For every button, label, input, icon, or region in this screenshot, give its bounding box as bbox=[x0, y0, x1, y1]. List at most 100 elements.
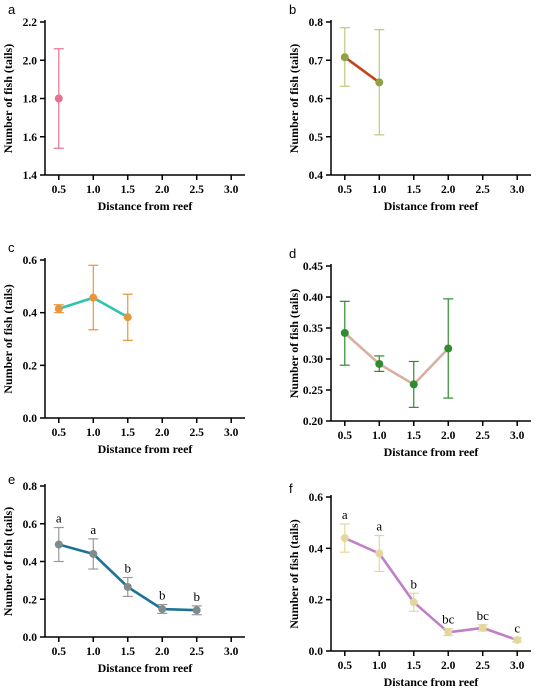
x-tick-label: 3.0 bbox=[224, 427, 239, 439]
data-point bbox=[123, 582, 132, 591]
x-tick-label: 0.5 bbox=[338, 184, 353, 196]
y-tick-label: 1.8 bbox=[23, 94, 38, 106]
x-tick-label: 1.5 bbox=[407, 660, 422, 672]
y-tick-label: 0.2 bbox=[309, 595, 324, 607]
y-tick-label: 0.40 bbox=[303, 292, 323, 304]
x-tick-label: 0.5 bbox=[338, 430, 353, 442]
data-point bbox=[54, 540, 63, 549]
x-tick-label: 2.0 bbox=[155, 427, 170, 439]
data-point bbox=[513, 635, 522, 644]
y-tick-label: 0.25 bbox=[303, 385, 323, 397]
y-tick-label: 0.6 bbox=[23, 255, 38, 267]
x-tick-label: 3.0 bbox=[510, 184, 525, 196]
x-tick-label: 0.5 bbox=[52, 646, 67, 658]
y-tick-label: 0.5 bbox=[309, 132, 324, 144]
x-tick-label: 2.5 bbox=[190, 184, 205, 196]
series-line bbox=[344, 536, 518, 642]
data-point bbox=[340, 534, 349, 543]
panel-a: a 1.4 1.6 1.8 2.0 2.2 0.5 1.0 1.5 2.0 2.5 3.0 Distan… bbox=[1, 2, 245, 213]
y-tick-label: 0.8 bbox=[309, 17, 324, 29]
data-point bbox=[158, 605, 167, 614]
x-tick-label: 2.0 bbox=[155, 184, 170, 196]
x-tick-label: 2.0 bbox=[441, 660, 456, 672]
x-axis-title: Distance from reef bbox=[98, 442, 194, 456]
panel-letter: f bbox=[289, 481, 293, 496]
x-tick-label: 1.0 bbox=[372, 660, 387, 672]
panel-letter: d bbox=[289, 246, 296, 261]
panel-b: b 0.4 0.5 0.6 0.7 0.8 0.5 1.0 1.5 2.0 2.5 3.0 Distan… bbox=[287, 2, 531, 213]
data-point bbox=[444, 628, 453, 637]
data-point bbox=[89, 293, 98, 302]
data-point bbox=[340, 328, 349, 337]
series-line bbox=[343, 332, 450, 386]
x-tick-label: 0.5 bbox=[338, 660, 353, 672]
x-axis-title: Distance from reef bbox=[384, 675, 480, 689]
data-point bbox=[375, 78, 384, 87]
x-axis-title: Distance from reef bbox=[98, 199, 194, 213]
y-tick-label: 2.0 bbox=[23, 55, 38, 67]
y-tick-label: 0.7 bbox=[309, 55, 324, 67]
significance-label: b bbox=[159, 588, 166, 603]
y-axis-title: Number of fish (tails) bbox=[1, 507, 15, 616]
significance-label: bc bbox=[477, 608, 490, 623]
significance-label: bc bbox=[442, 612, 455, 627]
y-tick-label: 0.4 bbox=[309, 543, 324, 555]
y-tick-label: 0.0 bbox=[23, 413, 38, 425]
panel-d: d 0.20 0.25 0.30 0.35 0.40 0.45 0.5 1.0 1.5 2.0 2.5… bbox=[287, 246, 531, 459]
data-point bbox=[409, 380, 418, 389]
panel-letter: e bbox=[8, 472, 15, 487]
x-tick-label: 1.5 bbox=[407, 430, 422, 442]
significance-label: b bbox=[411, 576, 418, 591]
significance-label: b bbox=[125, 561, 132, 576]
x-tick-label: 2.5 bbox=[476, 430, 491, 442]
y-tick-label: 0.2 bbox=[23, 360, 38, 372]
y-tick-label: 0.35 bbox=[303, 323, 323, 335]
panel-c: c 0.0 0.2 0.4 0.6 0.5 1.0 1.5 2.0 2.5 3.0 Distance … bbox=[1, 240, 245, 456]
x-tick-label: 1.0 bbox=[372, 430, 387, 442]
y-axis-title: Number of fish (tails) bbox=[287, 519, 301, 628]
data-point bbox=[54, 304, 63, 313]
x-tick-label: 2.0 bbox=[441, 184, 456, 196]
series-line bbox=[344, 56, 381, 84]
y-tick-label: 1.4 bbox=[23, 170, 38, 182]
data-point bbox=[192, 606, 201, 615]
x-tick-label: 1.0 bbox=[86, 184, 101, 196]
y-axis-title: Number of fish (tails) bbox=[1, 284, 15, 393]
x-tick-label: 2.5 bbox=[476, 184, 491, 196]
x-tick-label: 1.0 bbox=[372, 184, 387, 196]
x-tick-label: 3.0 bbox=[510, 430, 525, 442]
significance-label: a bbox=[342, 507, 348, 522]
panel-letter: a bbox=[8, 2, 16, 17]
y-tick-label: 1.6 bbox=[23, 132, 38, 144]
y-tick-label: 0.4 bbox=[309, 170, 324, 182]
data-point bbox=[478, 623, 487, 632]
x-tick-label: 2.5 bbox=[190, 646, 205, 658]
x-axis-title: Distance from reef bbox=[98, 661, 194, 675]
x-tick-label: 1.0 bbox=[86, 646, 101, 658]
data-point bbox=[375, 549, 384, 558]
panel-letter: c bbox=[8, 240, 15, 255]
x-tick-label: 1.5 bbox=[121, 184, 136, 196]
x-tick-label: 1.5 bbox=[121, 646, 136, 658]
x-tick-label: 1.0 bbox=[86, 427, 101, 439]
y-tick-label: 0.30 bbox=[303, 354, 323, 366]
y-tick-label: 0.45 bbox=[303, 261, 323, 273]
x-axis-title: Distance from reef bbox=[384, 445, 480, 459]
x-tick-label: 1.5 bbox=[407, 184, 422, 196]
x-tick-label: 2.0 bbox=[441, 430, 456, 442]
x-axis-title: Distance from reef bbox=[384, 199, 480, 213]
significance-label: c bbox=[514, 621, 520, 636]
significance-label: a bbox=[90, 522, 96, 537]
y-tick-label: 0.4 bbox=[23, 308, 38, 320]
y-tick-label: 0.6 bbox=[23, 519, 38, 531]
x-tick-label: 0.5 bbox=[52, 184, 67, 196]
y-axis-title: Number of fish (tails) bbox=[287, 44, 301, 153]
y-tick-label: 0.8 bbox=[23, 481, 38, 493]
data-point bbox=[409, 598, 418, 607]
x-tick-label: 1.5 bbox=[121, 427, 136, 439]
y-tick-label: 2.2 bbox=[23, 17, 38, 29]
significance-label: a bbox=[376, 519, 382, 534]
significance-label: b bbox=[193, 589, 200, 604]
y-tick-label: 0.2 bbox=[23, 594, 38, 606]
